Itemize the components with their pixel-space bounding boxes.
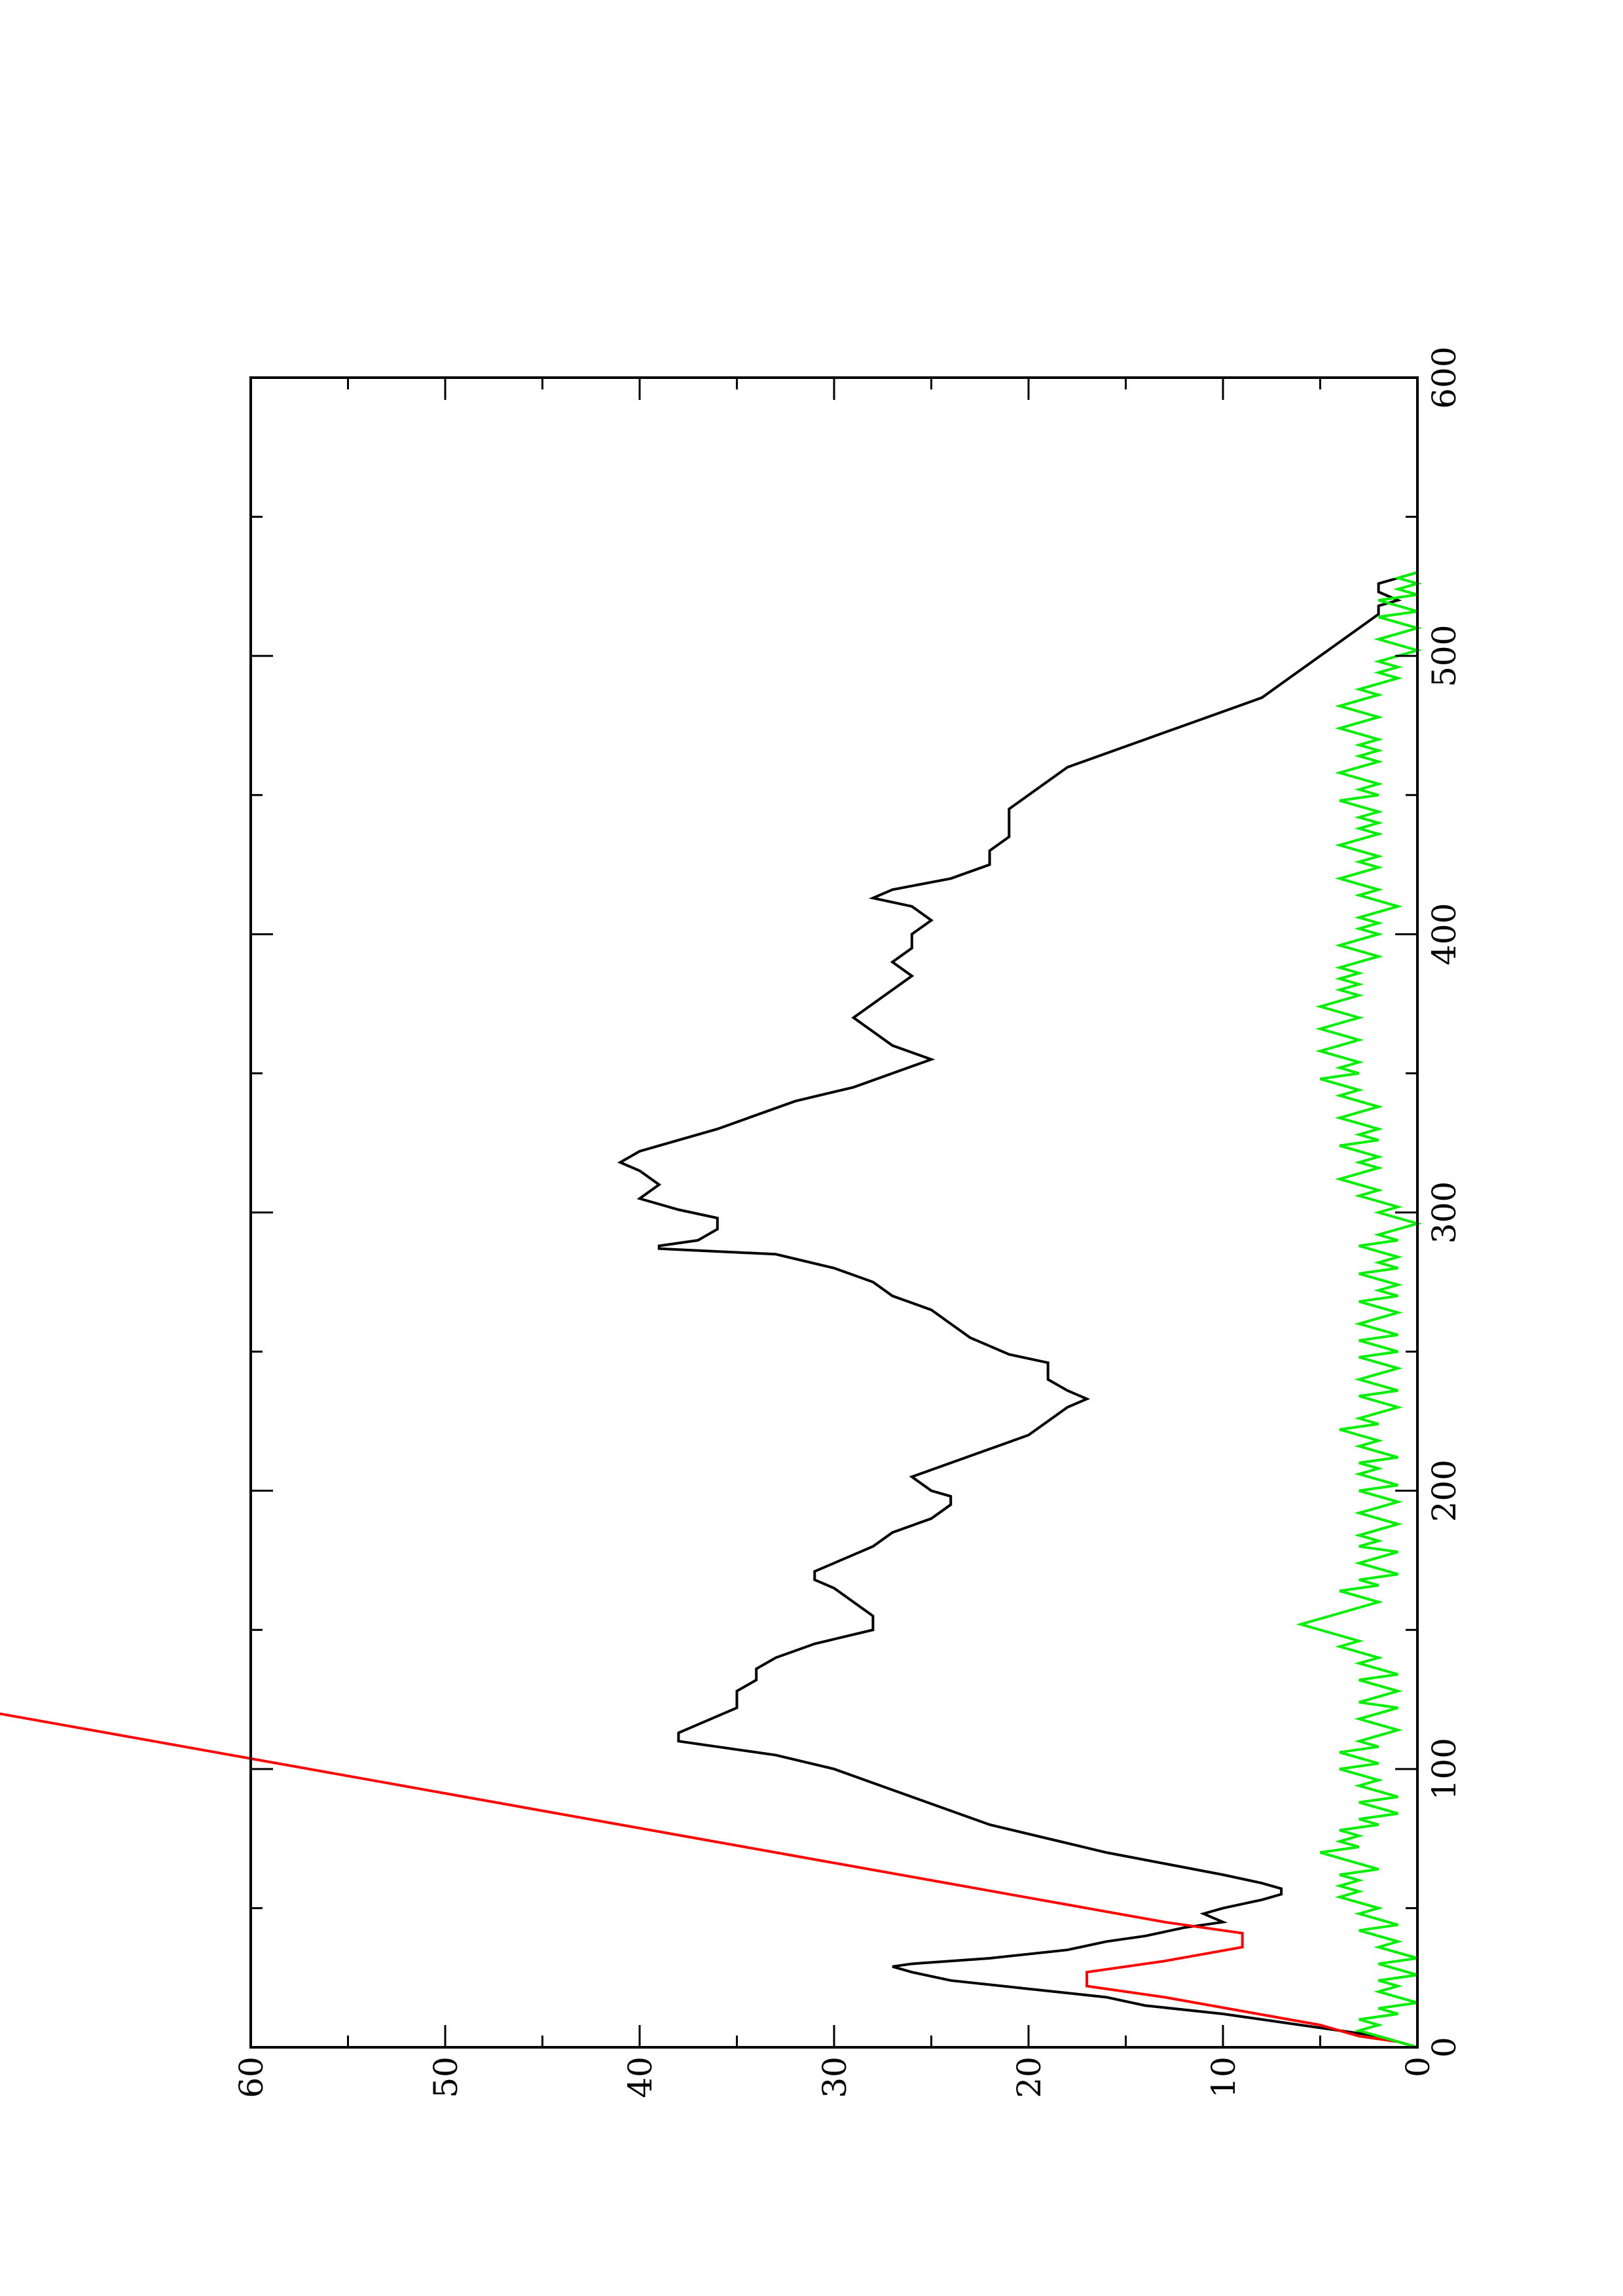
y-tick-label: 50 [427, 2056, 465, 2098]
x-tick-label: 400 [1425, 903, 1463, 965]
x-tick-label: 0 [1425, 2037, 1463, 2058]
y-tick-label: 30 [816, 2056, 854, 2098]
y-tick-label: 40 [621, 2056, 659, 2098]
series-line-0 [617, 571, 1418, 2049]
y-tick-label: 20 [1010, 2056, 1048, 2098]
data-lines [0, 571, 1423, 2049]
x-tick-label: 600 [1425, 346, 1463, 408]
y-tick-label: 60 [232, 2056, 270, 2098]
plot-frame [249, 376, 1419, 2049]
x-tick-label: 300 [1425, 1181, 1463, 1244]
x-tick-label: 100 [1425, 1738, 1463, 1800]
tick-labels: 0 100 200 300 400 500 600 0 10 20 30 40 50 60 [232, 346, 1463, 2098]
y-tick-label: 0 [1399, 2056, 1437, 2077]
y-tick-label: 10 [1205, 2056, 1243, 2098]
x-tick-label: 200 [1425, 1460, 1463, 1522]
series-line-1 [0, 1712, 1418, 2049]
axis-ticks [249, 376, 1419, 2049]
x-tick-label: 500 [1425, 624, 1463, 687]
series-line-2 [1296, 571, 1423, 2049]
